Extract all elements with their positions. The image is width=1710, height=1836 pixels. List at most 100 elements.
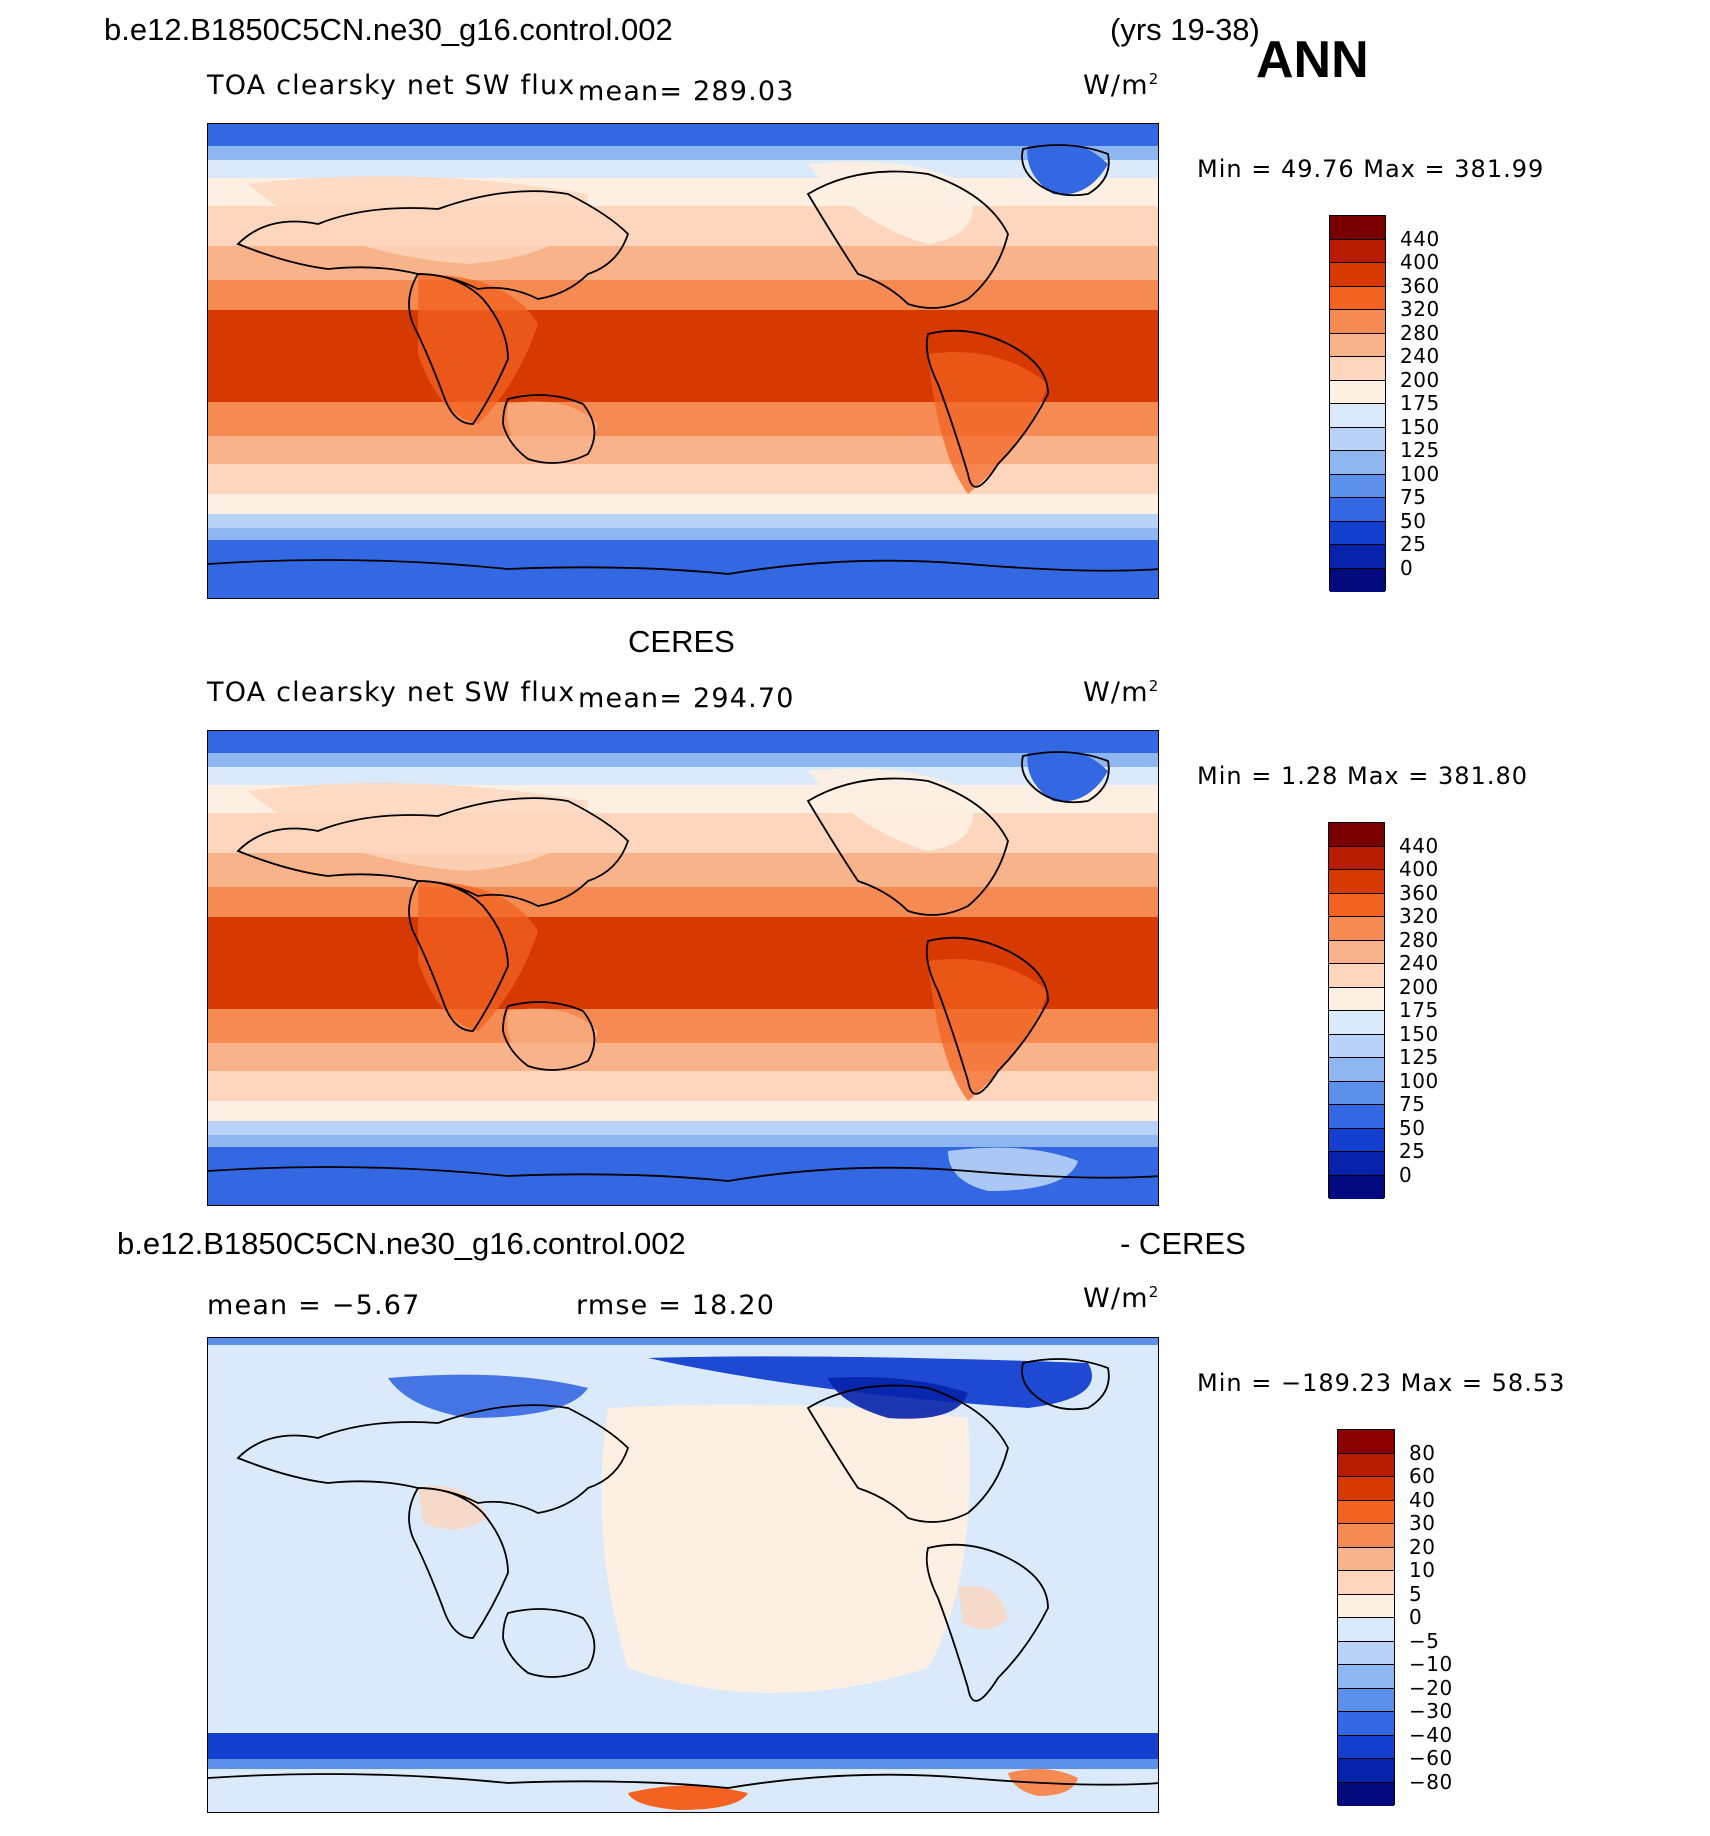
- colorbar-swatch: [1329, 1175, 1384, 1199]
- colorbar-swatch: [1329, 1058, 1384, 1082]
- panel2-minmax: Min = 1.28 Max = 381.80: [1197, 762, 1528, 790]
- africa-positive: [418, 1486, 488, 1530]
- africa-field: [418, 274, 538, 424]
- field-band: [208, 124, 1158, 146]
- field-band: [208, 246, 1158, 280]
- colorbar-swatch: [1330, 216, 1385, 240]
- colorbar-swatch: [1330, 310, 1385, 334]
- colorbar-swatch: [1330, 427, 1385, 451]
- colorbar-swatch: [1329, 1152, 1384, 1176]
- field-band: [208, 731, 1158, 753]
- colorbar-swatch: [1338, 1735, 1394, 1759]
- colorbar-tick-label: 50: [1400, 508, 1427, 533]
- colorbar-swatch: [1338, 1524, 1394, 1548]
- colorbar-tick-label: 100: [1399, 1068, 1439, 1093]
- colorbar-tick-label: −60: [1409, 1746, 1453, 1770]
- colorbar-swatch: [1330, 263, 1385, 287]
- colorbar-tick-label: 25: [1399, 1139, 1426, 1163]
- siberia-negative: [388, 1374, 588, 1418]
- colorbar-swatch: [1338, 1665, 1394, 1689]
- colorbar-swatch: [1338, 1594, 1394, 1618]
- panel2-title: CERES: [628, 624, 735, 659]
- colorbar-swatch: [1338, 1477, 1394, 1501]
- australia-field: [507, 1008, 598, 1071]
- colorbar-swatch: [1329, 823, 1384, 847]
- colorbar-swatch: [1329, 940, 1384, 964]
- eurasia-field: [248, 176, 588, 264]
- coastline: [1021, 751, 1110, 804]
- field-band: [208, 1135, 1158, 1147]
- colorbar-swatch: [1338, 1618, 1394, 1642]
- field-band: [208, 887, 1158, 917]
- colorbar-swatch: [1330, 380, 1385, 404]
- panel2-units: W/m2: [1083, 677, 1160, 708]
- coastline: [502, 1001, 596, 1071]
- coastline: [925, 936, 1049, 1095]
- colorbar-tick-label: 75: [1399, 1092, 1426, 1116]
- panel1-field-svg: [208, 124, 1158, 598]
- coastline: [806, 170, 1009, 309]
- colorbar-swatch: [1329, 917, 1384, 941]
- colorbar-tick-label: 150: [1399, 1021, 1439, 1046]
- coastline: [408, 880, 509, 1032]
- field-band: [208, 514, 1158, 528]
- coastline: [208, 1773, 1158, 1789]
- colorbar-tick-label: 150: [1400, 414, 1440, 439]
- coastline: [806, 777, 1009, 916]
- colorbar-swatch: [1338, 1688, 1394, 1712]
- colorbar-swatch: [1330, 451, 1385, 475]
- field-band: [208, 1121, 1158, 1135]
- colorbar-swatch: [1329, 1128, 1384, 1152]
- field-band: [208, 464, 1158, 494]
- colorbar-tick-label: −80: [1409, 1769, 1453, 1794]
- colorbar-tick-label: 360: [1399, 880, 1439, 905]
- coastline: [502, 1608, 596, 1678]
- southern-ocean-negative: [208, 1733, 1158, 1759]
- colorbar-tick-label: 20: [1409, 1534, 1436, 1559]
- colorbar-tick-label: 240: [1400, 344, 1440, 368]
- colorbar-tick-label: 60: [1409, 1464, 1436, 1488]
- colorbar-swatch: [1338, 1782, 1394, 1806]
- north-america-field: [808, 768, 973, 851]
- south-america-field: [928, 352, 1048, 494]
- panel3-rmse: rmse = 18.20: [576, 1290, 776, 1321]
- colorbar-swatch: [1329, 964, 1384, 988]
- colorbar-tick-label: 320: [1399, 904, 1439, 928]
- coastline: [1021, 1358, 1110, 1411]
- colorbar-tick-label: 400: [1399, 857, 1439, 881]
- colorbar-swatch: [1329, 1081, 1384, 1105]
- panel3-bands: [208, 1338, 1158, 1812]
- colorbar-tick-label: 80: [1409, 1440, 1436, 1465]
- panel2-variable: TOA clearsky net SW flux: [207, 677, 576, 708]
- panel2-field-svg: [208, 731, 1158, 1205]
- colorbar-tick-label: 50: [1399, 1115, 1426, 1140]
- coastline: [1021, 144, 1110, 197]
- field-band: [208, 767, 1158, 785]
- colorbar-swatch: [1329, 870, 1384, 894]
- coastline: [925, 1543, 1049, 1702]
- colorbar-tick-label: 175: [1399, 998, 1439, 1022]
- coastline: [408, 1487, 509, 1639]
- field-band: [208, 528, 1158, 540]
- panel2-bands: [208, 731, 1158, 1205]
- field-band: [208, 146, 1158, 160]
- panel1-units: W/m2: [1083, 70, 1160, 101]
- panel3-map: [207, 1337, 1159, 1813]
- field-band: [208, 1101, 1158, 1121]
- colorbar-swatch: [1330, 239, 1385, 263]
- colorbar-tick-label: 10: [1409, 1558, 1436, 1582]
- colorbar-swatch: [1329, 846, 1384, 870]
- colorbar-swatch: [1330, 474, 1385, 498]
- colorbar-swatch: [1330, 404, 1385, 428]
- colorbar-tick-label: 125: [1399, 1045, 1439, 1069]
- panel1-map: [207, 123, 1159, 599]
- colorbar-swatch: [1338, 1571, 1394, 1595]
- colorbar-tick-label: −30: [1409, 1699, 1453, 1723]
- colorbar-swatch: [1338, 1430, 1394, 1454]
- colorbar-tick-label: 0: [1399, 1162, 1413, 1187]
- coastline: [408, 273, 509, 425]
- colorbar-swatch: [1329, 987, 1384, 1011]
- panel3-case-title: b.e12.B1850C5CN.ne30_g16.control.002: [117, 1226, 686, 1261]
- panel2-mean: mean= 294.70: [578, 683, 795, 714]
- coastline: [806, 1384, 1009, 1523]
